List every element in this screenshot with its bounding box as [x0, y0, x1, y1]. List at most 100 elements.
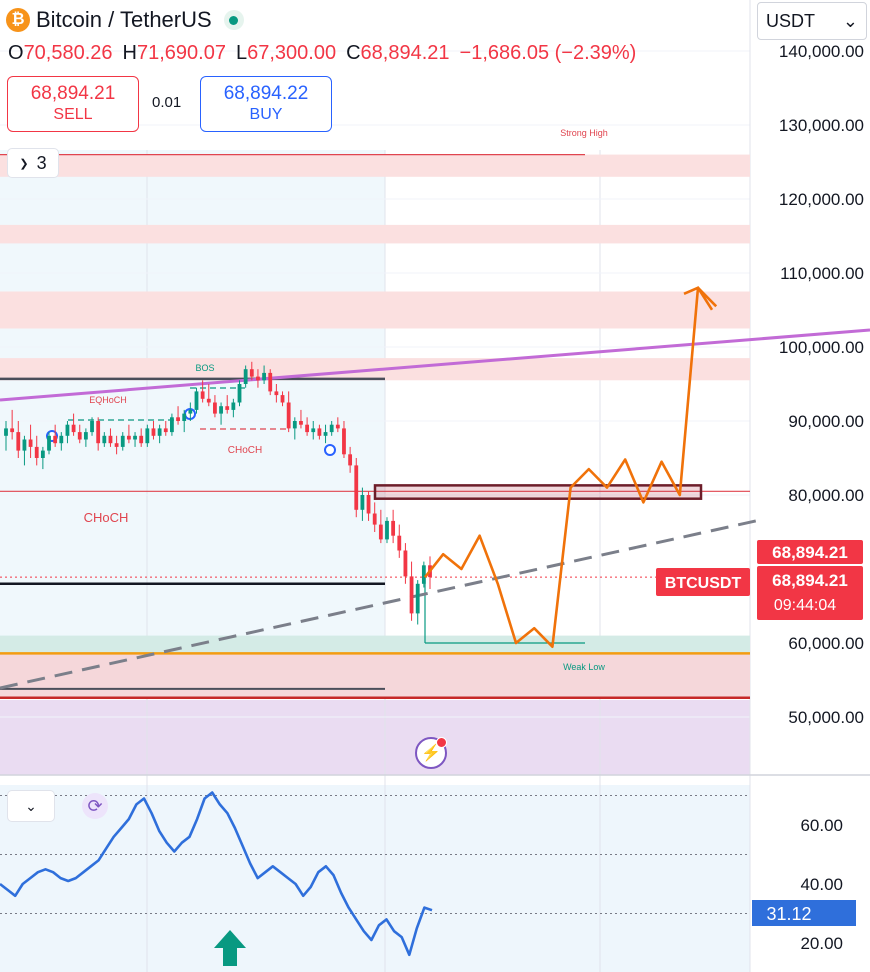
open-key: O: [8, 42, 24, 64]
candle-body: [360, 495, 365, 510]
lightning-icon: ⚡: [421, 745, 441, 762]
candle: [108, 428, 113, 447]
candle: [59, 432, 64, 451]
price-tick-label: 90,000.00: [788, 412, 864, 431]
order-block-box: [373, 484, 703, 500]
candle-body: [59, 435, 64, 444]
candle: [249, 361, 254, 381]
candle: [47, 432, 51, 455]
candle: [40, 446, 45, 470]
current-price-badge: [757, 566, 863, 620]
candle: [188, 402, 193, 421]
candle: [133, 432, 137, 447]
candle: [299, 409, 303, 429]
candle-body: [28, 439, 33, 447]
indicators-toggle-button[interactable]: ❯ 3: [7, 148, 59, 178]
price-tick-label: 110,000.00: [780, 264, 864, 283]
candle: [77, 424, 82, 444]
candle-body: [292, 421, 297, 429]
candle-body: [378, 524, 383, 540]
candle-body: [126, 435, 131, 440]
candle-body: [403, 550, 408, 577]
chart-annotation: BOS: [195, 363, 214, 373]
countdown-label: 09:44:04: [774, 597, 836, 614]
candle-body: [366, 495, 371, 514]
chart-annotation: CHoCH: [228, 445, 262, 456]
low-key: L: [235, 42, 248, 64]
buy-button[interactable]: 68,894.22 BUY: [200, 76, 332, 132]
candle: [323, 424, 328, 444]
candle: [176, 406, 180, 425]
candle: [329, 421, 334, 436]
candle-body: [397, 535, 402, 551]
candle-body: [262, 372, 266, 381]
candle: [421, 561, 426, 588]
candle: [83, 428, 88, 447]
candle-body: [299, 421, 303, 425]
chevron-down-icon: ⌄: [842, 10, 858, 31]
candle-body: [34, 446, 39, 458]
resistance-trendline: [0, 328, 870, 402]
price-tick-label: 140,000.00: [779, 42, 864, 61]
candle: [71, 413, 76, 436]
candle: [274, 384, 279, 403]
candle-body: [157, 428, 162, 436]
symbol-title[interactable]: Bitcoin / TetherUS: [36, 7, 212, 32]
change-value: −1,686.05 (−2.39%): [459, 42, 637, 64]
currency-select[interactable]: USDT ⌄: [757, 2, 867, 40]
sell-price: 68,894.21: [30, 83, 116, 104]
candle: [163, 421, 168, 436]
candle: [10, 409, 15, 440]
candle-body: [96, 421, 101, 444]
candle-body: [133, 435, 137, 440]
candle-body: [16, 432, 21, 451]
candle: [292, 417, 297, 440]
supply-zone: [0, 154, 750, 177]
candle-body: [409, 576, 414, 614]
refresh-icon[interactable]: ⟳: [82, 793, 108, 819]
candle: [268, 369, 273, 396]
candle-body: [256, 376, 260, 381]
candle-body: [139, 435, 144, 444]
candle: [372, 502, 377, 532]
candle: [286, 391, 291, 433]
symbol-header: ₿ Bitcoin / TetherUS: [6, 4, 244, 36]
weak-low-zone: [0, 654, 750, 699]
price-tick-label: 100,000.00: [779, 338, 864, 357]
top-price-badge: [757, 540, 863, 564]
sell-button[interactable]: 68,894.21 SELL: [7, 76, 139, 132]
candle: [213, 395, 217, 418]
candle-body: [348, 454, 353, 466]
candle-body: [65, 424, 70, 436]
indicator-count: 3: [36, 152, 47, 173]
candle-body: [120, 435, 125, 447]
candle-body: [342, 428, 346, 455]
candle-body: [274, 391, 279, 396]
candle: [4, 421, 8, 451]
oscillator-pane-bg: [0, 785, 750, 972]
candle: [126, 424, 131, 444]
candle: [34, 435, 39, 466]
demand-zone: [0, 635, 750, 655]
candle: [231, 398, 236, 418]
chevron-right-icon: ❯: [19, 157, 29, 170]
rsi-tick-label: 40.00: [800, 875, 843, 894]
candle-body: [47, 435, 51, 451]
candle-body: [188, 409, 193, 414]
candle: [90, 417, 94, 436]
candle: [194, 387, 199, 414]
oscillator-collapse-button[interactable]: ⌄: [7, 790, 55, 822]
candle: [22, 435, 27, 466]
candle-body: [249, 369, 254, 377]
candle: [225, 395, 230, 414]
candle: [16, 421, 21, 458]
candle-body: [415, 583, 420, 614]
candle-body: [421, 565, 426, 584]
candle: [256, 369, 260, 388]
alert-icon[interactable]: ⚡: [415, 737, 447, 769]
notification-dot-icon: [436, 737, 447, 748]
candle-body: [219, 406, 223, 414]
rsi-line: [0, 791, 433, 957]
candle-body: [53, 435, 58, 444]
